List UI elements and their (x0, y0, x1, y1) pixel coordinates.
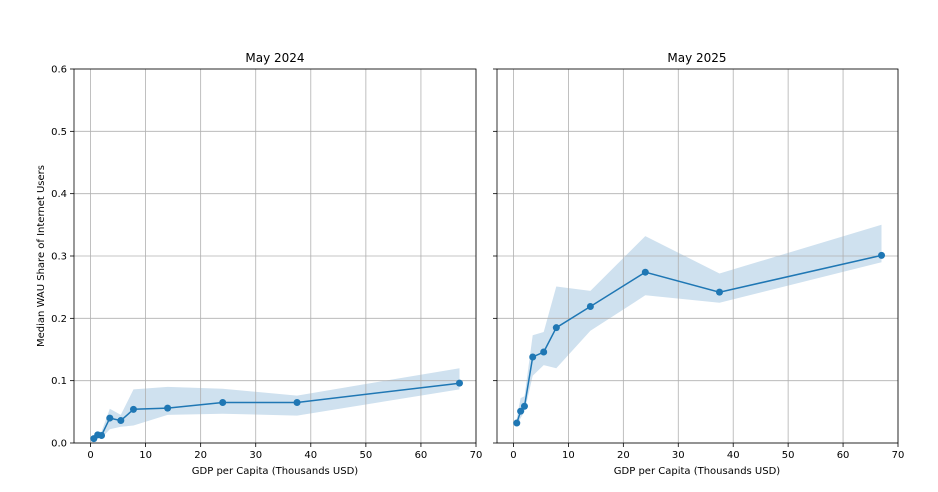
panel-title: May 2025 (667, 51, 726, 65)
data-point (517, 407, 525, 415)
y-tick-label: 0.4 (51, 189, 67, 200)
data-point (878, 251, 886, 259)
x-axis-label: GDP per Capita (Thousands USD) (614, 466, 780, 477)
y-tick-label: 0.6 (51, 65, 67, 76)
data-point (293, 398, 301, 406)
data-point (552, 324, 560, 332)
data-point (219, 398, 227, 406)
data-point (455, 379, 463, 387)
y-tick-label: 0.2 (51, 314, 67, 325)
x-tick-label: 20 (194, 450, 207, 461)
confidence-band (93, 368, 460, 442)
panel-title: May 2024 (245, 51, 304, 65)
data-point (98, 432, 106, 440)
x-tick-label: 40 (727, 450, 740, 461)
data-point (529, 353, 537, 361)
y-tick-label: 0.3 (51, 252, 67, 263)
x-tick-label: 60 (837, 450, 850, 461)
data-point (513, 419, 521, 427)
data-point (520, 402, 528, 410)
x-tick-label: 70 (892, 450, 905, 461)
data-point (106, 414, 114, 422)
data-point (715, 288, 723, 296)
data-point (540, 348, 548, 356)
y-tick-label: 0.5 (51, 127, 67, 138)
data-point (117, 417, 125, 425)
x-tick-label: 30 (249, 450, 262, 461)
x-tick-label: 60 (415, 450, 428, 461)
confidence-band (516, 224, 882, 427)
x-tick-label: 20 (617, 450, 630, 461)
x-tick-label: 30 (672, 450, 685, 461)
x-tick-label: 70 (470, 450, 483, 461)
x-tick-label: 10 (139, 450, 152, 461)
data-point (641, 268, 649, 276)
x-tick-label: 50 (359, 450, 372, 461)
x-tick-label: 0 (510, 450, 516, 461)
x-tick-label: 50 (782, 450, 795, 461)
data-point (164, 404, 172, 412)
y-tick-label: 0.0 (51, 439, 67, 450)
x-axis-label: GDP per Capita (Thousands USD) (192, 466, 358, 477)
x-tick-label: 10 (562, 450, 575, 461)
data-point (586, 302, 594, 310)
x-tick-label: 40 (304, 450, 317, 461)
panel-may-2025: May 2025 GDP per Capita (Thousands USD) … (493, 51, 904, 477)
x-tick-label: 0 (87, 450, 93, 461)
panel-may-2024: May 2024 GDP per Capita (Thousands USD) … (51, 51, 482, 477)
data-point (129, 405, 137, 413)
y-tick-label: 0.1 (51, 376, 67, 387)
y-axis-label: Median WAU Share of Internet Users (36, 165, 47, 347)
